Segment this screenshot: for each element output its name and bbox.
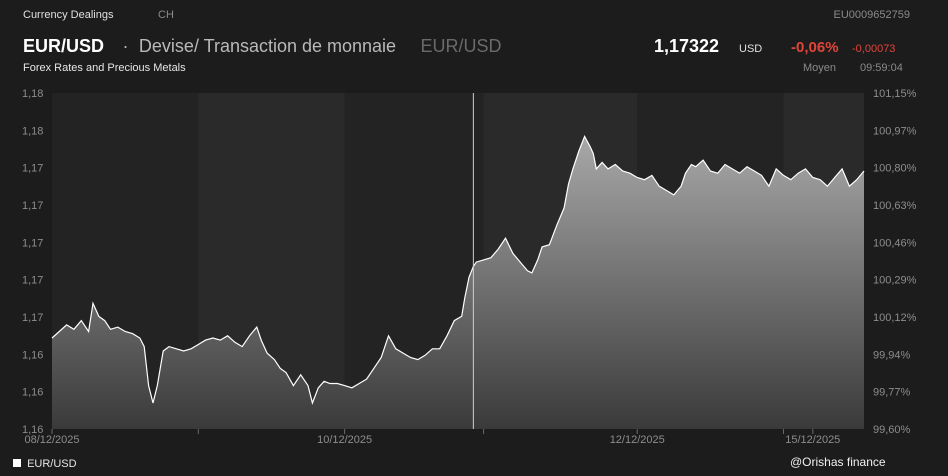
x-tick-label: 12/12/2025	[610, 434, 665, 446]
price-line	[51, 134, 865, 405]
right-tick-label: 99,77%	[873, 387, 911, 399]
right-tick-label: 100,12%	[873, 312, 917, 324]
change-absolute: -0,00073	[852, 43, 896, 55]
left-tick-label: 1,18	[22, 88, 43, 100]
country-label: CH	[158, 9, 174, 21]
x-tick-label: 10/12/2025	[317, 434, 372, 446]
description-title: Devise/ Transaction de monnaie	[138, 36, 397, 56]
legend[interactable]: EUR/USD	[13, 458, 77, 470]
mode-label: Moyen	[803, 62, 837, 74]
right-tick-label: 100,46%	[873, 237, 917, 249]
current-price: 1,17322	[654, 36, 720, 56]
right-tick-label: 100,29%	[873, 275, 917, 287]
x-tick-label: 08/12/2025	[24, 434, 79, 446]
watermark: @Orishas finance	[790, 455, 886, 469]
pair-title-dim: EUR/USD	[420, 36, 502, 56]
right-tick-label: 100,80%	[873, 163, 917, 175]
title-separator: ·	[122, 36, 129, 56]
legend-swatch	[13, 459, 21, 467]
left-tick-label: 1,16	[22, 424, 43, 436]
right-tick-label: 101,15%	[873, 88, 917, 100]
right-tick-label: 99,94%	[873, 349, 911, 361]
right-tick-label: 100,63%	[873, 200, 917, 212]
time-label: 09:59:04	[860, 62, 903, 74]
left-tick-label: 1,17	[22, 163, 43, 175]
change-percent: -0,06%	[791, 39, 839, 56]
left-tick-label: 1,17	[22, 237, 43, 249]
left-tick-label: 1,16	[22, 387, 43, 399]
price-currency: USD	[739, 43, 763, 55]
left-tick-label: 1,17	[22, 200, 43, 212]
left-tick-label: 1,17	[22, 312, 43, 324]
title-row: EUR/USD · Devise/ Transaction de monnaie…	[23, 36, 502, 57]
pair-title: EUR/USD	[23, 36, 105, 56]
left-tick-label: 1,18	[22, 125, 43, 137]
right-tick-label: 99,60%	[873, 424, 911, 436]
isin-label: EU0009652759	[833, 9, 910, 21]
provider-label: Currency Dealings	[23, 9, 114, 21]
legend-label: EUR/USD	[27, 458, 77, 470]
price-area	[52, 136, 864, 429]
right-tick-label: 100,97%	[873, 125, 917, 137]
x-tick-label: 15/12/2025	[785, 434, 840, 446]
subtitle-label: Forex Rates and Precious Metals	[23, 62, 186, 74]
left-tick-label: 1,17	[22, 275, 43, 287]
left-tick-label: 1,16	[22, 349, 43, 361]
